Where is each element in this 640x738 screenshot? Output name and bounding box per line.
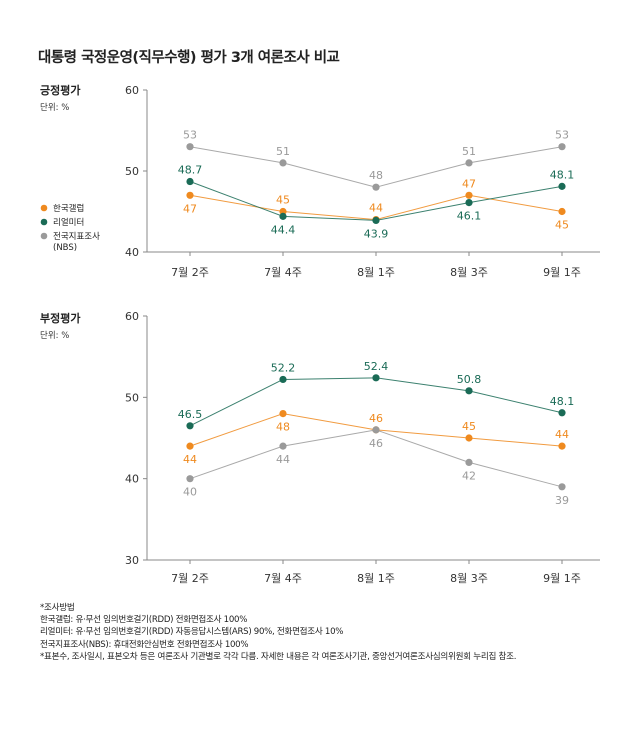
x-tick-label: 8월 3주 (450, 572, 488, 585)
y-tick-label: 60 (125, 310, 139, 323)
data-point-realmeter (465, 387, 473, 395)
data-label-gallup: 48 (276, 421, 290, 434)
panel-title: 긍정평가 (40, 83, 80, 97)
data-label-nbs: 42 (462, 469, 476, 482)
data-point-gallup (186, 191, 194, 199)
data-label-nbs: 40 (183, 486, 197, 499)
data-label-nbs: 53 (183, 129, 197, 142)
data-label-gallup: 45 (276, 194, 290, 207)
legend-label-nbs: 전국지표조사 (53, 231, 100, 242)
data-label-realmeter: 52.2 (271, 361, 296, 374)
data-point-nbs (186, 475, 194, 483)
data-point-gallup (186, 442, 194, 450)
data-point-nbs (186, 143, 194, 151)
data-point-realmeter (465, 198, 473, 207)
chart-title: 대통령 국정운영(직무수행) 평가 3개 여론조사 비교 (38, 50, 340, 66)
data-label-realmeter: 44.4 (271, 223, 296, 236)
data-label-gallup: 44 (369, 202, 383, 215)
data-point-gallup (558, 442, 566, 450)
x-tick-label: 9월 1주 (543, 266, 581, 279)
data-point-nbs (465, 458, 473, 466)
data-point-gallup (279, 410, 287, 418)
data-point-nbs (279, 442, 287, 450)
panel-title: 부정평가 (40, 311, 80, 325)
y-tick-label: 30 (125, 554, 139, 567)
note-line: 한국갤럽: 유·무선 임의번호걸기(RDD) 전화면접조사 100% (40, 615, 248, 626)
data-label-realmeter: 46.1 (457, 210, 482, 223)
data-point-realmeter (279, 212, 287, 220)
legend-marker-nbs (40, 232, 48, 240)
x-tick-label: 7월 2주 (171, 266, 209, 279)
y-tick-label: 50 (125, 165, 139, 178)
legend-marker-gallup (40, 204, 48, 212)
data-label-nbs: 46 (369, 437, 383, 450)
note-line: 전국지표조사(NBS): 휴대전화안심번호 전화면접조사 100% (40, 639, 249, 650)
data-label-nbs: 51 (276, 145, 290, 158)
data-label-realmeter: 48.1 (550, 168, 575, 181)
note-line: *조사방법 (40, 603, 75, 613)
data-label-gallup: 45 (462, 420, 476, 433)
data-label-nbs: 51 (462, 145, 476, 158)
data-point-realmeter (186, 422, 194, 430)
data-point-realmeter (279, 375, 287, 384)
data-label-realmeter: 50.8 (457, 373, 482, 386)
legend-marker-realmeter (40, 218, 48, 226)
data-point-nbs (558, 143, 566, 151)
y-tick-label: 50 (125, 391, 139, 404)
data-label-realmeter: 52.4 (364, 360, 389, 373)
data-point-realmeter (372, 374, 380, 382)
y-tick-label: 40 (125, 246, 139, 259)
data-point-gallup (465, 191, 473, 199)
data-label-gallup: 45 (555, 219, 569, 232)
legend-label-nbs: (NBS) (53, 243, 77, 253)
x-tick-label: 7월 4주 (264, 266, 302, 279)
data-label-nbs: 48 (369, 169, 383, 182)
data-point-realmeter (558, 182, 566, 190)
data-label-gallup: 44 (183, 453, 197, 466)
legend-label-realmeter: 리얼미터 (53, 217, 84, 228)
unit-label: 단위: % (40, 330, 69, 341)
x-tick-label: 7월 4주 (264, 572, 302, 585)
x-tick-label: 8월 1주 (357, 572, 395, 585)
legend-label-gallup: 한국갤럽 (53, 203, 84, 214)
data-point-gallup (558, 207, 566, 216)
data-label-nbs: 53 (555, 129, 569, 142)
data-point-nbs (465, 159, 473, 167)
data-point-realmeter (186, 177, 194, 186)
data-label-realmeter: 48.1 (550, 395, 575, 408)
data-label-realmeter: 43.9 (364, 227, 389, 240)
data-point-nbs (558, 483, 566, 491)
data-label-realmeter: 48.7 (178, 164, 203, 177)
data-point-realmeter (372, 216, 380, 225)
data-point-gallup (465, 434, 473, 442)
y-tick-label: 40 (125, 473, 139, 486)
data-label-gallup: 46 (369, 412, 383, 425)
data-point-nbs (279, 159, 287, 167)
data-point-nbs (372, 183, 380, 191)
data-point-nbs (372, 426, 380, 434)
x-tick-label: 9월 1주 (543, 572, 581, 585)
data-point-realmeter (558, 409, 566, 417)
data-label-gallup: 44 (555, 428, 569, 441)
note-line: *표본수, 조사일시, 표본오차 등은 여론조사 기관별로 각각 다름. 자세한… (40, 651, 517, 662)
x-tick-label: 8월 3주 (450, 266, 488, 279)
data-label-nbs: 39 (555, 494, 569, 507)
x-tick-label: 8월 1주 (357, 266, 395, 279)
data-label-nbs: 44 (276, 453, 290, 466)
data-label-realmeter: 46.5 (178, 408, 203, 421)
data-label-gallup: 47 (462, 177, 476, 190)
survey-notes: *조사방법 한국갤럽: 유·무선 임의번호걸기(RDD) 전화면접조사 100%… (40, 602, 516, 663)
unit-label: 단위: % (40, 102, 69, 113)
x-tick-label: 7월 2주 (171, 572, 209, 585)
note-line: 리얼미터: 유·무선 임의번호걸기(RDD) 자동응답시스템(ARS) 90%,… (40, 627, 344, 638)
y-tick-label: 60 (125, 84, 139, 97)
data-label-gallup: 47 (183, 202, 197, 215)
